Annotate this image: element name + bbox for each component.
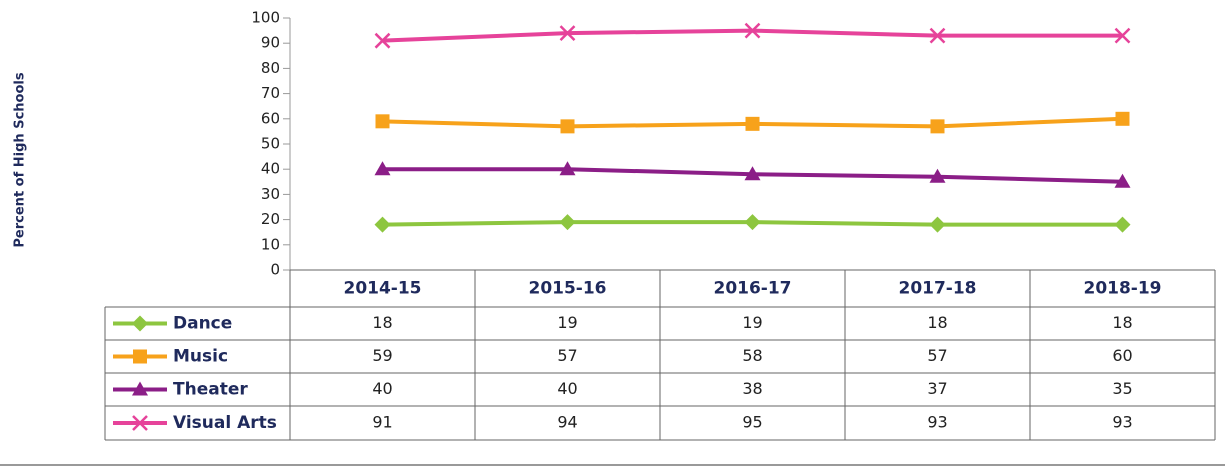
table-value: 93 xyxy=(927,413,947,432)
y-tick-label: 60 xyxy=(261,109,280,127)
x-tick-label: 2015-16 xyxy=(528,279,606,299)
legend-label: Theater xyxy=(173,380,248,400)
table-value: 93 xyxy=(1112,413,1132,432)
table-value: 19 xyxy=(742,313,762,332)
table-value: 58 xyxy=(742,346,762,365)
table-value: 40 xyxy=(372,379,392,398)
y-tick-label: 70 xyxy=(261,84,280,102)
table-value: 59 xyxy=(372,346,392,365)
table-value: 57 xyxy=(927,346,947,365)
legend-marker xyxy=(132,316,148,332)
y-tick-label: 90 xyxy=(261,34,280,52)
table-value: 38 xyxy=(742,379,762,398)
data-point xyxy=(376,114,390,128)
data-point xyxy=(931,119,945,133)
table-value: 18 xyxy=(372,313,392,332)
legend-label: Visual Arts xyxy=(173,413,277,433)
data-point xyxy=(1115,217,1131,233)
table-value: 35 xyxy=(1112,379,1132,398)
y-tick-label: 80 xyxy=(261,59,280,77)
x-tick-label: 2014-15 xyxy=(343,279,421,299)
y-axis-label: Percent of High Schools xyxy=(13,72,28,247)
table-value: 19 xyxy=(557,313,577,332)
data-point xyxy=(745,214,761,230)
chart: Percent of High Schools 0 10 20 30 40 50 60 70 8… xyxy=(0,0,1225,472)
table-value: 37 xyxy=(927,379,947,398)
table-value: 40 xyxy=(557,379,577,398)
legend-label: Music xyxy=(173,347,228,367)
y-tick-label: 100 xyxy=(251,9,280,27)
table-value: 60 xyxy=(1112,346,1132,365)
data-point xyxy=(930,217,946,233)
x-tick-label: 2018-19 xyxy=(1083,279,1161,299)
y-tick-label: 0 xyxy=(270,261,280,279)
y-tick-label: 20 xyxy=(261,210,280,228)
legend-marker xyxy=(133,350,147,364)
page: {"chart_data": {"type": "line", "y_label… xyxy=(0,0,1225,472)
y-tick-label: 30 xyxy=(261,185,280,203)
table-value: 57 xyxy=(557,346,577,365)
data-point xyxy=(746,117,760,131)
table-value: 91 xyxy=(372,413,392,432)
table-value: 18 xyxy=(927,313,947,332)
y-tick-label: 10 xyxy=(261,235,280,253)
x-tick-label: 2017-18 xyxy=(898,279,976,299)
table-value: 95 xyxy=(742,413,762,432)
x-tick-label: 2016-17 xyxy=(713,279,791,299)
table-value: 94 xyxy=(557,413,577,432)
legend-label: Dance xyxy=(173,314,232,334)
y-tick-label: 40 xyxy=(261,160,280,178)
data-point xyxy=(561,119,575,133)
data-point xyxy=(375,217,391,233)
data-point xyxy=(1116,112,1130,126)
table-value: 18 xyxy=(1112,313,1132,332)
data-point xyxy=(560,214,576,230)
y-tick-label: 50 xyxy=(261,135,280,153)
